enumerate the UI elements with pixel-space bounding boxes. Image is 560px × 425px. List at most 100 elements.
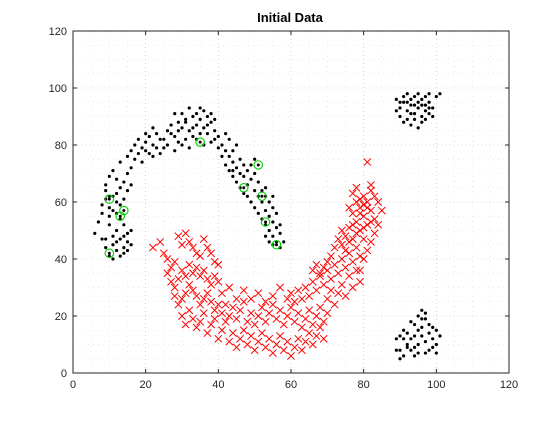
data-point-x: [170, 292, 179, 301]
data-point-dot: [107, 206, 111, 210]
data-point-x: [210, 306, 219, 315]
data-point-dot: [173, 149, 177, 153]
data-point-x: [316, 272, 325, 281]
data-point-dot: [133, 157, 137, 161]
data-point-dot: [423, 317, 428, 321]
data-point-dot: [402, 337, 406, 341]
data-point-x: [356, 252, 364, 261]
data-point-x: [356, 226, 364, 235]
data-point-dot: [144, 132, 148, 136]
data-point-dot: [245, 169, 249, 173]
data-point-dot: [427, 322, 431, 327]
data-point-x: [207, 297, 216, 306]
data-point-circle-center: [107, 251, 111, 255]
y-tick-label: 20: [55, 311, 67, 323]
data-point-x: [247, 331, 255, 340]
data-point-dot: [107, 223, 111, 227]
data-point-x: [352, 217, 361, 226]
data-point-x: [327, 252, 335, 261]
data-point-x: [348, 235, 357, 244]
data-point-x: [352, 266, 361, 275]
data-point-x: [377, 206, 386, 215]
data-point-dot: [234, 143, 239, 147]
data-point-x: [301, 314, 310, 323]
data-point-dot: [405, 342, 409, 347]
data-point-x: [247, 294, 255, 303]
data-point-circle: [257, 191, 267, 202]
data-point-dot: [412, 112, 417, 116]
data-point-x: [257, 303, 266, 312]
data-point-x: [203, 243, 212, 252]
data-point-dot: [420, 103, 424, 107]
data-point-dot: [416, 328, 420, 332]
data-point-x: [294, 286, 303, 295]
data-point-dot: [184, 117, 188, 121]
data-point-dot: [122, 234, 126, 238]
data-point-x: [348, 220, 357, 229]
data-point-x: [265, 309, 274, 318]
data-point-dot: [423, 351, 428, 355]
data-point-dot: [416, 126, 420, 130]
data-point-dot: [194, 123, 199, 127]
data-point-x: [192, 249, 201, 258]
data-point-x: [334, 289, 343, 298]
data-point-x: [312, 286, 321, 295]
data-point-dot: [144, 140, 148, 144]
data-point-x: [319, 334, 328, 343]
data-point-dot: [398, 348, 402, 352]
data-point-dot: [187, 146, 191, 150]
data-point-x: [221, 300, 230, 309]
data-point-circle-center: [122, 209, 126, 213]
data-point-circle-center: [107, 197, 111, 201]
x-tick-label: 100: [427, 379, 445, 391]
data-point-dot: [231, 174, 235, 178]
data-point-dot: [234, 180, 239, 184]
data-point-x: [283, 312, 292, 320]
data-point-x: [330, 243, 339, 252]
data-point-dot: [111, 169, 115, 173]
data-point-dot: [158, 137, 162, 141]
data-point-x: [323, 309, 332, 318]
data-point-dot: [427, 100, 431, 104]
data-point-x: [254, 289, 263, 298]
data-point-dot: [184, 120, 188, 124]
data-point-dot: [412, 103, 417, 107]
data-point-x: [228, 329, 237, 338]
data-point-dot: [412, 354, 417, 358]
data-point-x: [363, 220, 372, 229]
data-point-dot: [253, 157, 257, 161]
data-point-dot: [420, 317, 424, 321]
data-point-x: [167, 263, 176, 272]
data-point-x: [359, 200, 368, 209]
data-point-dot: [245, 194, 249, 198]
data-point-x: [305, 292, 314, 301]
data-point-x: [239, 286, 248, 295]
data-point-dot: [224, 149, 228, 153]
data-point-x: [196, 252, 205, 261]
data-point-x: [283, 294, 292, 303]
data-point-x: [316, 303, 325, 312]
data-point-x: [214, 277, 223, 286]
data-point-dot: [209, 112, 213, 116]
data-point-dot: [405, 109, 409, 113]
data-point-dot: [111, 208, 115, 213]
data-point-dot: [267, 214, 271, 218]
data-point-dot: [420, 97, 424, 101]
data-point-circle-center: [198, 140, 202, 144]
data-point-dot: [271, 194, 275, 198]
data-point-dot: [416, 106, 420, 110]
data-point-dot: [107, 174, 111, 178]
data-point-dot: [253, 206, 257, 210]
data-point-dot: [238, 171, 242, 176]
data-point-dot: [423, 340, 428, 344]
data-point-x: [196, 300, 205, 309]
data-point-dot: [187, 129, 191, 133]
data-point-dot: [227, 154, 231, 158]
data-point-x: [239, 297, 248, 306]
data-point-dot: [154, 146, 159, 150]
data-point-x: [250, 320, 259, 329]
data-point-dot: [125, 171, 130, 176]
data-point-x: [188, 286, 197, 295]
data-point-x: [352, 198, 361, 206]
